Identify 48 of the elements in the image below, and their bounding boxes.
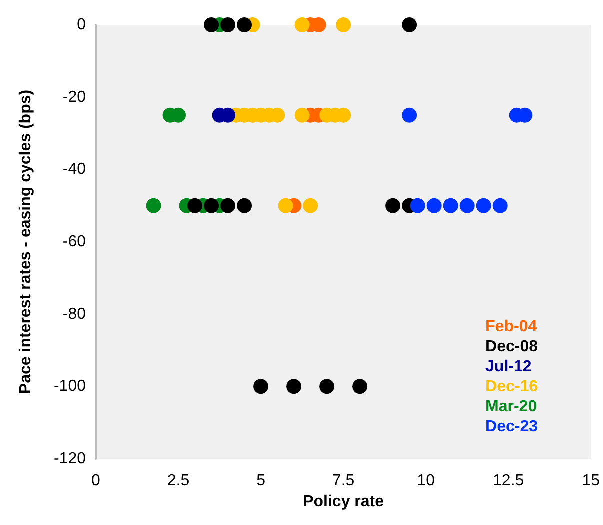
point [410, 198, 426, 214]
y-tick-label: -60 [62, 234, 86, 250]
text: Dec-08 [486, 338, 538, 356]
point [476, 198, 492, 214]
y-tick-label: -100 [54, 378, 86, 396]
x-tick-label: 10 [417, 472, 436, 490]
point [294, 18, 310, 32]
y-tick-label: -80 [62, 306, 86, 323]
text: Dec-23 [486, 418, 538, 436]
point [294, 108, 310, 123]
x-tick-label: 5 [256, 472, 266, 490]
x-tick-label: 2.5 [167, 472, 190, 490]
point [146, 198, 162, 214]
point [402, 18, 418, 32]
point [286, 379, 302, 394]
point [402, 108, 418, 123]
point [220, 198, 236, 214]
text: Feb-04 [486, 318, 538, 336]
point [188, 198, 203, 214]
point [254, 379, 269, 394]
text: Dec-16 [486, 378, 538, 396]
point [460, 198, 475, 214]
point [426, 198, 442, 214]
x-axis-title: Policy rate [303, 493, 384, 510]
y-tick-label: -40 [62, 161, 86, 178]
point [303, 198, 318, 214]
point [443, 198, 458, 214]
y-tick-label: 0 [77, 16, 86, 34]
y-tick-label: -120 [54, 450, 86, 468]
x-tick-label: 0 [92, 472, 101, 490]
y-tick-label: -20 [62, 88, 86, 106]
point [237, 18, 252, 32]
point [492, 198, 508, 214]
x-tick-label: 15 [582, 472, 600, 490]
point [352, 379, 368, 394]
text: Jul-12 [486, 358, 532, 376]
point [204, 198, 220, 214]
point [237, 198, 252, 214]
text: Mar-20 [486, 398, 538, 416]
x-tick-label: 12.5 [493, 472, 524, 490]
point [320, 379, 335, 394]
point [204, 18, 220, 32]
x-tick-label: 7.5 [332, 472, 355, 490]
point [386, 198, 401, 214]
point [220, 18, 236, 32]
point [278, 198, 294, 214]
y-axis-title: Pace interest rates - easing cycles (bps) [18, 90, 34, 394]
point [336, 18, 352, 32]
